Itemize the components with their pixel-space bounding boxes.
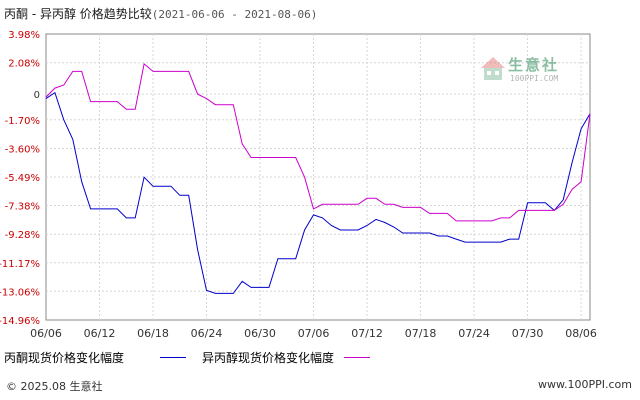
watermark-name: 生意社 bbox=[508, 56, 560, 74]
y-tick-label: -13.06% bbox=[0, 287, 40, 298]
x-axis-labels: 06/06 06/12 06/18 06/24 06/30 07/06 07/12 07/18… bbox=[30, 327, 597, 340]
legend-swatch-acetone bbox=[160, 357, 186, 358]
legend-label-acetone: 丙酮现货价格变化幅度 bbox=[4, 351, 125, 365]
y-tick-label: 3.98% bbox=[8, 30, 40, 41]
x-tick-label: 07/30 bbox=[512, 327, 544, 340]
y-tick-label: -9.28% bbox=[5, 230, 40, 241]
price-trend-chart: 3.98% 2.08% 0 -1.70% -3.60% -5.49% -7.38% -9.28… bbox=[0, 30, 597, 340]
y-tick-label: -7.38% bbox=[5, 202, 40, 213]
x-tick-label: 07/24 bbox=[458, 327, 490, 340]
y-tick-label: -1.70% bbox=[5, 116, 40, 127]
page-footer: © 2025.08 生意社 www.100PPI.com bbox=[0, 374, 640, 400]
x-tick-label: 07/18 bbox=[405, 327, 437, 340]
y-tick-label: -3.60% bbox=[5, 144, 40, 155]
footer-site-link[interactable]: www.100PPI.com bbox=[538, 378, 632, 391]
y-tick-label: 0 bbox=[34, 90, 40, 101]
x-tick-label: 06/24 bbox=[191, 327, 223, 340]
y-tick-label: -14.96% bbox=[0, 316, 40, 327]
series-line-acetone bbox=[45, 91, 591, 294]
house-logo-icon bbox=[481, 57, 505, 80]
series-line-ipa bbox=[45, 62, 591, 222]
y-tick-label: 2.08% bbox=[8, 59, 40, 70]
chart-title: 丙酮 - 异丙醇 价格趋势比较(2021-06-06 - 2021-08-06) bbox=[4, 5, 317, 22]
x-tick-label: 06/18 bbox=[137, 327, 169, 340]
x-tick-label: 06/06 bbox=[30, 327, 62, 340]
y-tick-label: -11.17% bbox=[0, 259, 40, 270]
x-tick-label: 07/06 bbox=[298, 327, 330, 340]
x-tick-label: 06/30 bbox=[244, 327, 276, 340]
y-axis-labels: 3.98% 2.08% 0 -1.70% -3.60% -5.49% -7.38% -9.28… bbox=[0, 30, 40, 327]
watermark-url: 100PPI.COM bbox=[510, 74, 559, 83]
chart-title-text: 丙酮 - 异丙醇 价格趋势比较 bbox=[4, 7, 152, 21]
watermark-logo: 生意社 100PPI.COM bbox=[480, 54, 580, 94]
grid-horizontal bbox=[46, 62, 590, 292]
x-tick-label: 08/06 bbox=[565, 327, 597, 340]
chart-date-range: (2021-06-06 - 2021-08-06) bbox=[151, 8, 318, 21]
legend-label-ipa: 异丙醇现货价格变化幅度 bbox=[202, 351, 335, 365]
x-tick-label: 06/12 bbox=[84, 327, 116, 340]
y-tick-label: -5.49% bbox=[5, 173, 40, 184]
x-tick-label: 07/12 bbox=[351, 327, 383, 340]
legend-swatch-ipa bbox=[344, 357, 370, 358]
series-lines bbox=[45, 62, 591, 294]
chart-legend: 丙酮现货价格变化幅度 异丙醇现货价格变化幅度 bbox=[0, 349, 640, 367]
footer-copyright: © 2025.08 生意社 bbox=[6, 380, 103, 393]
